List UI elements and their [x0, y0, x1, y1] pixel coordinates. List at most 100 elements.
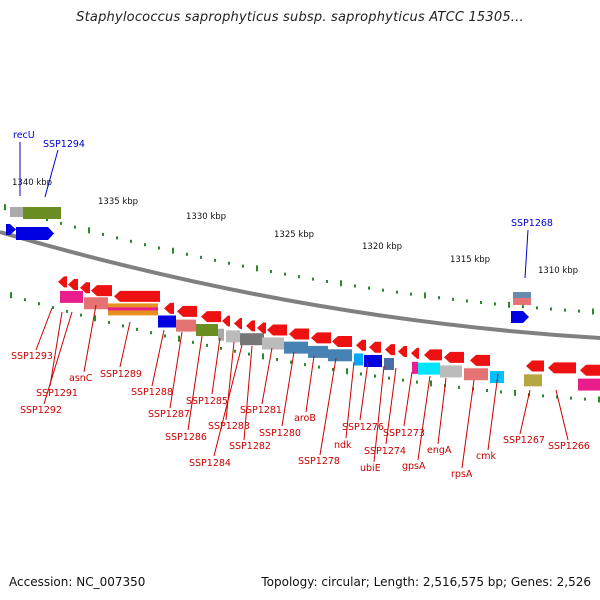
gene-block	[364, 355, 382, 368]
gene-label-forward: SSP1294	[43, 139, 85, 150]
reverse-gene	[289, 328, 309, 340]
reverse-gene	[470, 354, 490, 366]
gene-label-reverse: SSP1276	[342, 422, 384, 433]
gene-label-reverse: ndk	[334, 440, 352, 451]
scale-tick	[186, 252, 188, 256]
gene-block	[384, 357, 394, 370]
scale-tick	[88, 227, 90, 234]
scale-tick	[80, 313, 82, 317]
gene-block	[513, 292, 531, 298]
scale-tick	[550, 307, 552, 311]
reverse-gene	[91, 285, 112, 297]
scale-tick	[178, 335, 180, 342]
reverse-gene	[114, 290, 160, 302]
reverse-gene	[164, 302, 174, 314]
scale-tick	[304, 363, 306, 367]
scale-tick	[332, 367, 334, 371]
reverse-gene	[246, 320, 255, 332]
callout-line	[487, 373, 499, 451]
scale-tick	[94, 315, 96, 322]
scale-ticks	[4, 204, 600, 403]
scale-tick	[368, 286, 370, 290]
gene-label-reverse: gpsA	[402, 461, 426, 472]
gene-label-reverse: SSP1289	[100, 369, 142, 380]
gene-block	[218, 328, 224, 341]
reverse-gene	[177, 305, 197, 317]
scale-tick	[108, 320, 110, 324]
callout-line	[35, 307, 53, 351]
scale-label: 1330 kbp	[186, 212, 226, 222]
callout-line	[49, 311, 63, 387]
scale-tick	[522, 305, 524, 309]
gene-label-reverse: SSP1288	[131, 387, 173, 398]
reverse-gene	[80, 282, 90, 294]
scale-tick	[284, 272, 286, 276]
scale-tick	[290, 360, 292, 364]
gene-label-reverse: SSP1292	[20, 405, 62, 416]
scale-tick	[256, 265, 258, 272]
scale-tick	[458, 385, 460, 389]
scale-tick	[220, 346, 222, 350]
callout-line	[305, 355, 315, 413]
callout-line	[345, 361, 355, 439]
scale-tick	[424, 292, 426, 299]
gene-label-reverse: SSP1273	[383, 428, 425, 439]
callout-line	[169, 331, 183, 409]
scale-tick	[228, 261, 230, 265]
callout-line	[417, 375, 431, 461]
gene-label-reverse: SSP1284	[189, 458, 231, 469]
gene-block	[176, 319, 196, 332]
scale-tick	[360, 372, 362, 376]
scale-tick	[130, 239, 132, 243]
reverse-gene	[385, 344, 395, 356]
callout-line	[151, 329, 165, 387]
reverse-gene	[526, 360, 544, 372]
scale-tick	[346, 368, 348, 375]
reverse-gene	[356, 339, 366, 351]
gene-block	[578, 378, 600, 391]
scale-label: 1320 kbp	[362, 242, 402, 252]
reverse-gene	[234, 317, 242, 329]
reverse-gene	[311, 332, 331, 344]
gene-label-reverse: SSP1278	[298, 456, 340, 467]
scale-tick	[200, 255, 202, 259]
reverse-gene	[444, 351, 464, 363]
reverse-gene	[58, 276, 67, 288]
scale-tick	[206, 343, 208, 347]
callout-line	[524, 229, 529, 279]
callout-line	[359, 361, 369, 421]
gene-label-reverse: SSP1282	[229, 441, 271, 452]
gene-block	[490, 371, 504, 384]
gene-label-reverse: SSP1285	[186, 396, 228, 407]
gene-label-reverse: SSP1291	[36, 388, 78, 399]
gene-block	[354, 353, 363, 366]
scale-tick	[592, 308, 594, 315]
callout-line	[519, 389, 531, 435]
scale-tick	[312, 277, 314, 281]
callout-line	[403, 371, 413, 427]
gene-label-reverse: SSP1280	[259, 428, 301, 439]
scale-tick	[122, 324, 124, 328]
scale-labels: 1340 kbp 1335 kbp 1330 kbp 1325 kbp 1320 kbp…	[12, 178, 578, 276]
scale-tick	[234, 349, 236, 353]
gene-block	[262, 337, 284, 350]
scale-tick	[494, 302, 496, 306]
forward-gene	[6, 224, 16, 235]
scale-tick	[116, 236, 118, 240]
gene-block	[196, 324, 218, 337]
gene-block	[23, 207, 61, 219]
gene-labels: recU SSP1294 SSP1268 SSP1293 SSP1291 SSP1292 a…	[11, 130, 590, 480]
scale-tick	[298, 275, 300, 279]
scale-tick	[514, 389, 516, 396]
reverse-gene	[68, 279, 78, 291]
scale-tick	[452, 297, 454, 301]
page-title: Staphylococcus saprophyticus subsp. sapr…	[76, 10, 524, 25]
callout-line	[225, 341, 235, 421]
scale-tick	[102, 232, 104, 236]
scale-tick	[150, 331, 152, 335]
scale-tick	[598, 396, 600, 403]
callout-line	[385, 367, 397, 445]
callout-line	[281, 351, 295, 427]
scale-tick	[486, 389, 488, 392]
scale-tick	[536, 306, 538, 310]
